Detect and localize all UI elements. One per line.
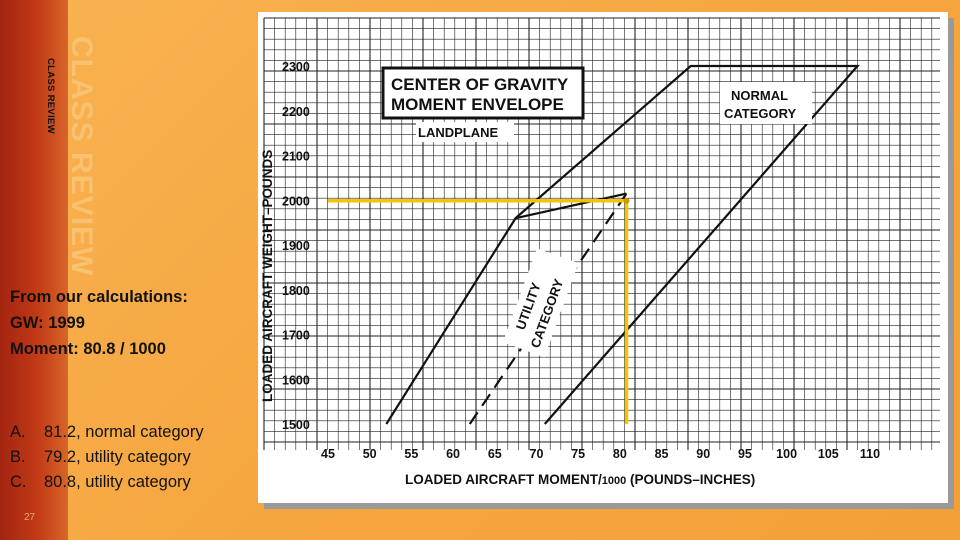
answer-letter: A. <box>10 423 26 441</box>
chart-subtitle: LANDPLANE <box>418 125 498 140</box>
x-tick-label: 110 <box>860 447 880 461</box>
x-tick-label: 55 <box>404 447 418 461</box>
y-tick-label: 2200 <box>282 105 310 119</box>
utility-label-bg <box>502 248 579 358</box>
x-tick-label: 95 <box>738 447 752 461</box>
chart-grid <box>258 17 948 503</box>
normal-envelope-line <box>385 64 860 425</box>
answer-option-c[interactable]: C. 80.8, utility category <box>10 470 204 495</box>
chart-marker <box>328 197 630 424</box>
slide-number: 27 <box>24 512 36 523</box>
x-tick-label: 90 <box>696 447 710 461</box>
answer-text: 79.2, utility category <box>44 448 191 466</box>
answer-text: 80.8, utility category <box>44 473 191 491</box>
y-tick-label: 1900 <box>282 239 310 253</box>
side-label: CLASS REVIEW <box>45 58 56 134</box>
left-accent-strip <box>0 0 68 540</box>
y-tick-label: 2300 <box>282 60 310 74</box>
utility-category-label: UTILITY CATEGORY <box>502 248 579 358</box>
x-tick-label: 60 <box>446 447 460 461</box>
answer-option-a[interactable]: A. 81.2, normal category <box>10 420 204 445</box>
y-tick-label: 1800 <box>282 284 310 298</box>
normal-label-bg <box>720 82 812 124</box>
x-tick-label: 65 <box>488 447 502 461</box>
y-tick-label: 2000 <box>282 194 310 208</box>
normal-category-label-line2: CATEGORY <box>724 106 797 121</box>
x-tick-label: 45 <box>321 447 335 461</box>
x-axis-label-main: LOADED AIRCRAFT MOMENT/ <box>405 472 602 487</box>
watermark-title: CLASS REVIEW <box>65 36 98 277</box>
y-axis-label: LOADED AIRCRAFT WEIGHT–POUNDS <box>260 150 275 402</box>
calc-title: From our calculations: <box>10 288 188 306</box>
intersection-point <box>623 197 630 204</box>
chart-labels: CENTER OF GRAVITY MOMENT ENVELOPE LANDPL… <box>260 66 812 487</box>
title-box <box>381 66 585 120</box>
y-tick-label: 1700 <box>282 329 310 343</box>
x-label-area <box>258 450 948 503</box>
cg-chart-svg: 1500 1600 1700 1800 1900 2000 2100 2200 2300 45 50… <box>258 12 948 503</box>
x-axis-label-tail: (POUNDS–INCHES) <box>626 472 755 487</box>
x-axis-label: LOADED AIRCRAFT MOMENT/1000 (POUNDS–INCH… <box>405 472 755 487</box>
chart-title-line1: CENTER OF GRAVITY <box>391 75 569 94</box>
x-tick-label: 100 <box>776 447 797 461</box>
answer-choices: A. 81.2, normal category B. 79.2, utility … <box>10 420 204 495</box>
y-tick-label: 2100 <box>282 150 310 164</box>
answer-option-b[interactable]: B. 79.2, utility category <box>10 445 204 470</box>
x-tick-label: 105 <box>818 447 839 461</box>
answer-letter: C. <box>10 473 27 491</box>
utility-envelope-top <box>515 192 627 220</box>
subtitle-bg <box>416 122 514 142</box>
answer-letter: B. <box>10 448 26 466</box>
x-tick-label: 70 <box>530 447 544 461</box>
x-tick-label: 50 <box>363 447 377 461</box>
calc-moment: Moment: 80.8 / 1000 <box>10 340 166 358</box>
chart-title-line2: MOMENT ENVELOPE <box>391 95 564 114</box>
x-axis-label-small: 1000 <box>602 475 626 487</box>
y-tick-label: 1600 <box>282 373 310 387</box>
x-tick-label: 80 <box>613 447 627 461</box>
x-tick-label: 85 <box>655 447 669 461</box>
normal-category-label-line1: NORMAL <box>731 88 788 103</box>
calc-gross-weight: GW: 1999 <box>10 314 85 332</box>
chart-ticks: 1500 1600 1700 1800 1900 2000 2100 2200 2300 45 50… <box>282 60 880 461</box>
cg-chart: 1500 1600 1700 1800 1900 2000 2100 2200 2300 45 50… <box>258 12 948 503</box>
x-tick-label: 75 <box>571 447 585 461</box>
answer-text: 81.2, normal category <box>44 423 204 441</box>
y-tick-label: 1500 <box>282 418 310 432</box>
